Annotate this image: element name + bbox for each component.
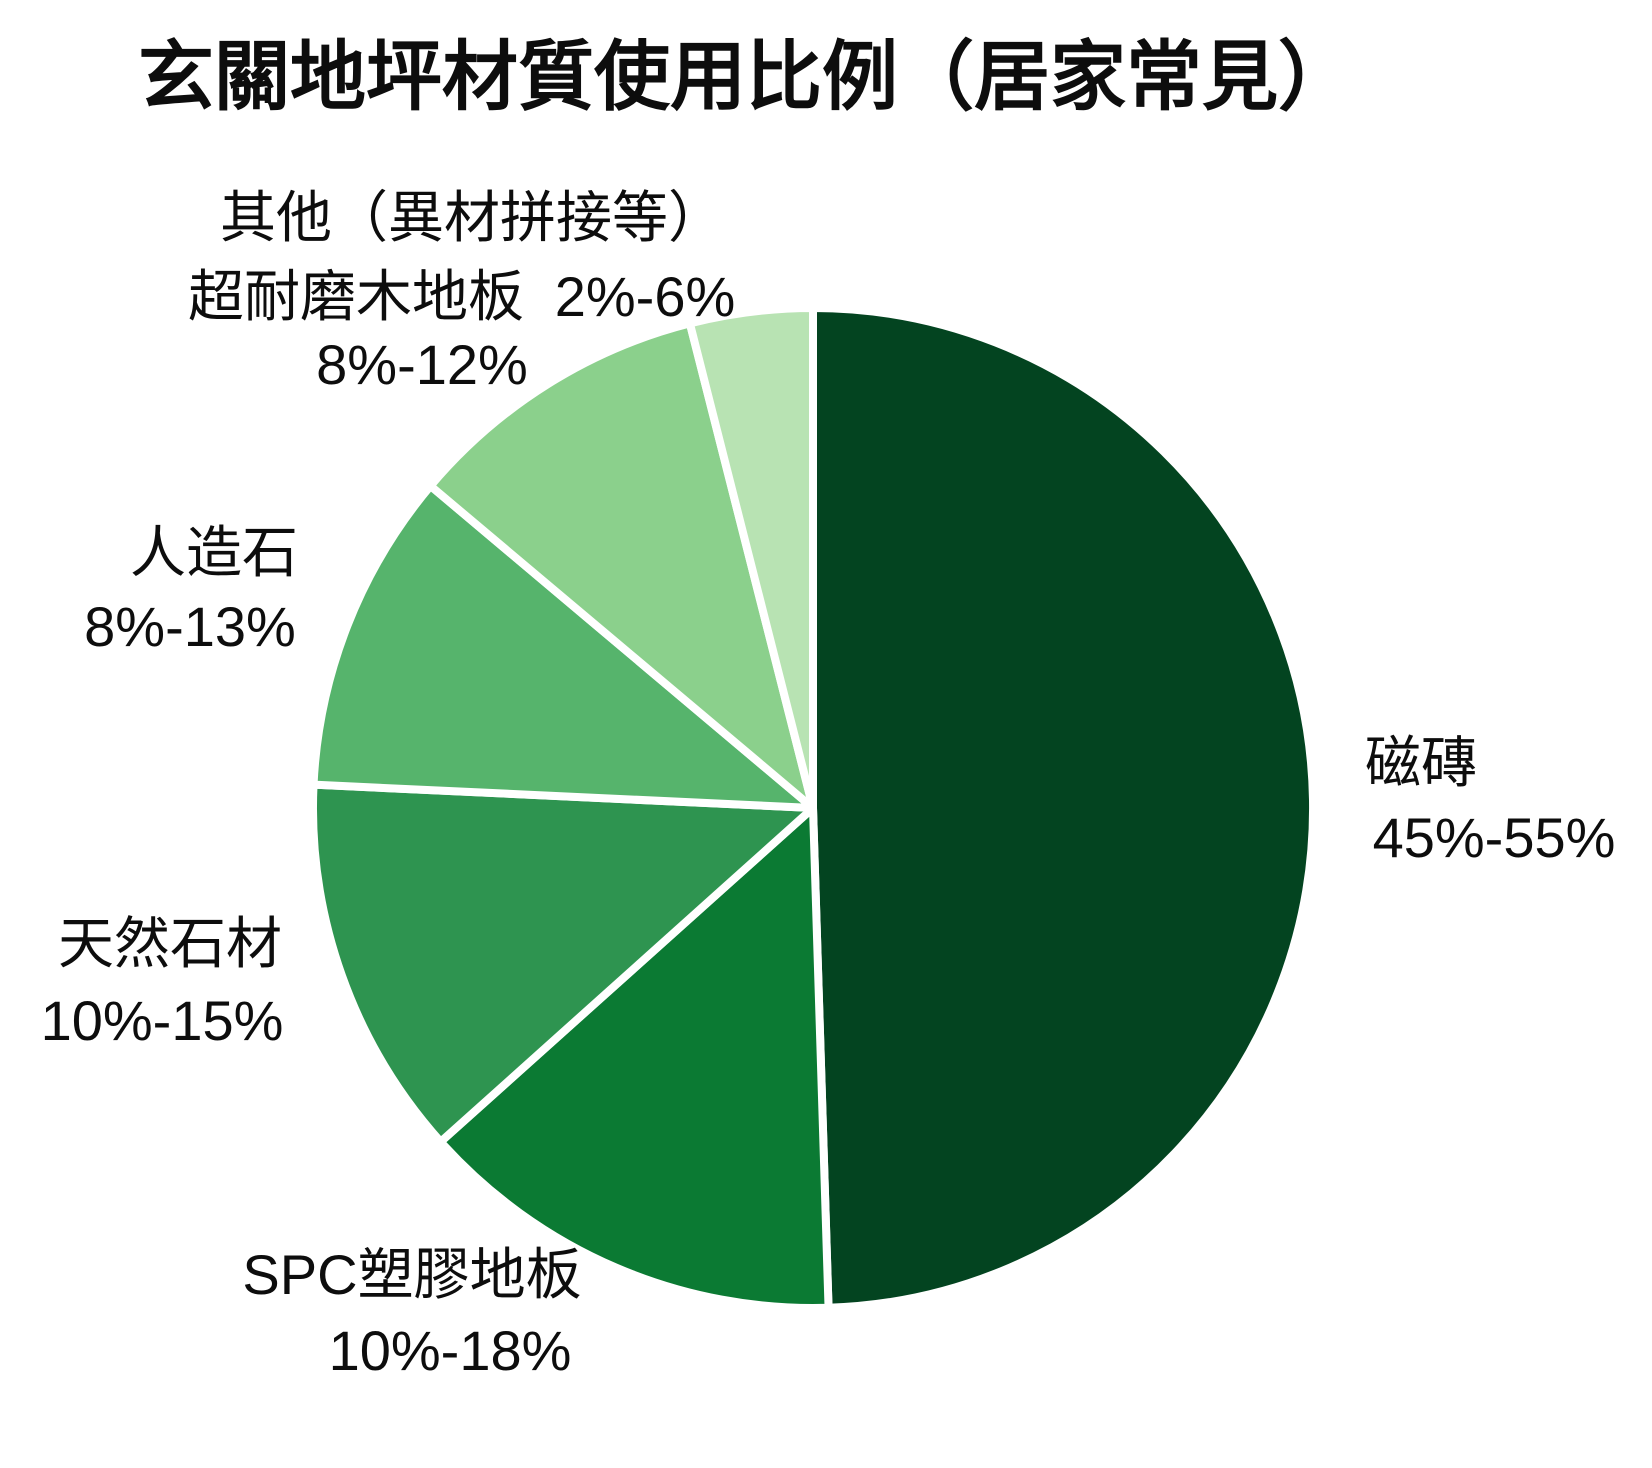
- slice-label-spc-floor-name: SPC塑膠地板: [242, 1243, 582, 1306]
- slice-label-tile-name: 磁磚: [1365, 731, 1477, 794]
- slice-label-tile-range: 45%-55%: [1372, 806, 1616, 869]
- slice-label-laminate-wood-range: 8%-12%: [316, 333, 528, 396]
- slice-label-natural-stone-name: 天然石材: [58, 912, 282, 975]
- slice-label-spc-floor-range: 10%-18%: [328, 1319, 572, 1382]
- slice-label-laminate-wood-name: 超耐磨木地板: [188, 265, 524, 328]
- chart-title: 玄關地坪材質使用比例（居家常見）: [138, 35, 1354, 120]
- pie-slice-2: [309, 780, 817, 1146]
- slice-label-other-name: 其他（異材拼接等）: [220, 186, 724, 249]
- slice-label-engineered-stone-range: 8%-13%: [84, 595, 296, 658]
- pie-slice-3: [309, 481, 817, 812]
- pie-slice-5: [685, 304, 817, 812]
- slice-label-engineered-stone-name: 人造石: [130, 521, 298, 584]
- pie-slice-0: [809, 304, 1317, 1312]
- slice-label-other-range: 2%-6%: [554, 265, 736, 328]
- slice-label-natural-stone-range: 10%-15%: [40, 989, 284, 1052]
- pie-slice-1: [436, 804, 833, 1312]
